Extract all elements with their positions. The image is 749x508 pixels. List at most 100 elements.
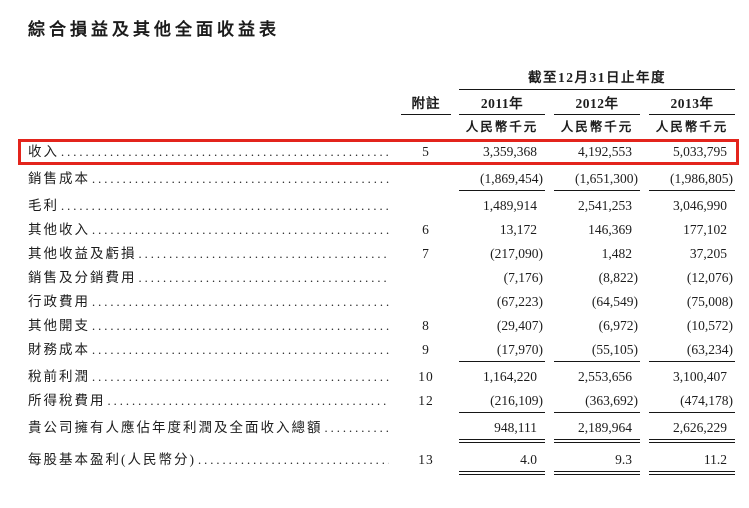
row-value-2011: (216,109) bbox=[459, 389, 545, 413]
table-header-years-row: 附註 2011年 2012年 2013年 bbox=[28, 96, 735, 115]
row-note: 5 bbox=[422, 144, 430, 159]
row-value-2013: 11.2 bbox=[649, 448, 735, 475]
row-value-2012: (6,972) bbox=[598, 318, 638, 333]
row-label-cell: 其他收益及虧損 ................................… bbox=[28, 242, 401, 266]
row-label: 其他收入 bbox=[28, 222, 90, 237]
table-row: 其他收益及虧損 ................................… bbox=[28, 242, 735, 266]
row-value-2011: 3,359,368 bbox=[483, 144, 537, 159]
row-label-cell: 貴公司擁有人應佔年度利潤及全面收入總額 ....................… bbox=[28, 416, 401, 440]
row-label: 其他開支 bbox=[28, 318, 90, 333]
row-value-2011: 4.0 bbox=[459, 448, 545, 475]
dot-leader: ........................................… bbox=[61, 199, 389, 213]
table-row: 其他開支 ...................................… bbox=[28, 314, 735, 338]
dot-leader: ........................................… bbox=[92, 343, 389, 357]
row-value-2012: 2,541,253 bbox=[578, 198, 632, 213]
row-label-cell: 行政費用 ...................................… bbox=[28, 290, 401, 314]
dot-leader: ........................................… bbox=[61, 145, 389, 159]
row-value-2012: 2,553,656 bbox=[578, 369, 632, 384]
table-header-units-row: 人民幣千元 人民幣千元 人民幣千元 bbox=[28, 120, 735, 135]
row-label-cell: 每股基本盈利(人民幣分) ...........................… bbox=[28, 448, 401, 472]
row-value-2012: (363,692) bbox=[554, 389, 640, 413]
row-value-2013: (10,572) bbox=[686, 318, 733, 333]
row-label: 銷售成本 bbox=[28, 171, 90, 186]
table-row: 行政費用 ...................................… bbox=[28, 290, 735, 314]
dot-leader: ........................................… bbox=[92, 295, 389, 309]
page-title: 綜合損益及其他全面收益表 bbox=[28, 20, 280, 39]
row-label-cell: 銷售及分銷費用 ................................… bbox=[28, 266, 401, 290]
row-label: 行政費用 bbox=[28, 294, 90, 309]
row-label: 每股基本盈利(人民幣分) bbox=[28, 452, 196, 467]
row-note: 9 bbox=[422, 342, 430, 357]
dot-leader: ........................................… bbox=[198, 453, 389, 467]
unit-label-2012: 人民幣千元 bbox=[560, 120, 634, 134]
row-label-cell: 其他開支 ...................................… bbox=[28, 314, 401, 338]
row-note: 12 bbox=[418, 393, 434, 408]
row-value-2011: 1,489,914 bbox=[483, 198, 537, 213]
row-value-2011: 13,172 bbox=[499, 222, 537, 237]
table-row: 稅前利潤 ...................................… bbox=[28, 365, 735, 389]
dot-leader: ........................................… bbox=[107, 394, 390, 408]
row-value-2011: (17,970) bbox=[459, 338, 545, 362]
row-value-2011: (29,407) bbox=[496, 318, 543, 333]
row-label: 財務成本 bbox=[28, 342, 90, 357]
row-label: 稅前利潤 bbox=[28, 369, 90, 384]
table-row: 每股基本盈利(人民幣分) ...........................… bbox=[28, 448, 735, 475]
row-value-2013: (75,008) bbox=[686, 294, 733, 309]
table-row: 銷售成本 ...................................… bbox=[28, 167, 735, 191]
table-row: 貴公司擁有人應佔年度利潤及全面收入總額 ....................… bbox=[28, 416, 735, 443]
row-value-2012: 4,192,553 bbox=[578, 144, 632, 159]
table-row-highlighted: 收入 .....................................… bbox=[18, 139, 739, 165]
year-header-2013: 2013年 bbox=[649, 96, 735, 115]
year-header-2012: 2012年 bbox=[554, 96, 640, 115]
row-value-2011: (67,223) bbox=[496, 294, 543, 309]
row-note: 7 bbox=[422, 246, 430, 261]
row-value-2013: (12,076) bbox=[686, 270, 733, 285]
row-value-2012: (64,549) bbox=[591, 294, 638, 309]
row-value-2011: (217,090) bbox=[490, 246, 543, 261]
dot-leader: ........................................… bbox=[92, 223, 389, 237]
table-header-period-row: 截至12月31日止年度 bbox=[28, 70, 735, 90]
row-value-2013: 177,102 bbox=[683, 222, 727, 237]
row-value-2013: 3,046,990 bbox=[673, 198, 727, 213]
row-label-cell: 所得稅費用 ..................................… bbox=[28, 389, 401, 413]
row-label: 貴公司擁有人應佔年度利潤及全面收入總額 bbox=[28, 420, 323, 435]
row-value-2012: 1,482 bbox=[601, 246, 632, 261]
row-value-2012: (1,651,300) bbox=[554, 167, 640, 191]
row-label: 收入 bbox=[28, 144, 59, 159]
row-note: 6 bbox=[422, 222, 430, 237]
table-row: 財務成本 ...................................… bbox=[28, 338, 735, 362]
row-label-cell: 其他收入 ...................................… bbox=[28, 218, 401, 242]
row-value-2013: 5,033,795 bbox=[673, 144, 727, 159]
row-value-2011: (1,869,454) bbox=[459, 167, 545, 191]
row-value-2012: (8,822) bbox=[598, 270, 638, 285]
row-value-2011: (7,176) bbox=[503, 270, 543, 285]
row-value-2012: 146,369 bbox=[588, 222, 632, 237]
dot-leader: ........................................… bbox=[324, 421, 390, 435]
row-value-2013: 37,205 bbox=[689, 246, 727, 261]
table-row: 銷售及分銷費用 ................................… bbox=[28, 266, 735, 290]
row-note: 10 bbox=[418, 369, 434, 384]
row-label-cell: 稅前利潤 ...................................… bbox=[28, 365, 401, 389]
table-row: 其他收入 ...................................… bbox=[28, 218, 735, 242]
row-note: 8 bbox=[422, 318, 430, 333]
note-column-header: 附註 bbox=[401, 96, 451, 115]
dot-leader: ........................................… bbox=[92, 319, 389, 333]
row-value-2013: (1,986,805) bbox=[649, 167, 735, 191]
row-value-2013: 3,100,407 bbox=[673, 369, 727, 384]
year-header-2011: 2011年 bbox=[459, 96, 545, 115]
row-label-cell: 收入 .....................................… bbox=[28, 142, 401, 162]
row-value-2012: (55,105) bbox=[554, 338, 640, 362]
unit-label-2013: 人民幣千元 bbox=[655, 120, 729, 134]
row-label: 毛利 bbox=[28, 198, 59, 213]
row-label: 所得稅費用 bbox=[28, 393, 106, 408]
row-value-2013: (63,234) bbox=[649, 338, 735, 362]
row-value-2013: (474,178) bbox=[649, 389, 735, 413]
table-body: 收入 .....................................… bbox=[18, 139, 739, 475]
period-header: 截至12月31日止年度 bbox=[459, 70, 735, 90]
income-statement-table: 截至12月31日止年度 附註 2011年 2012年 2013年 人民幣千元 人… bbox=[18, 70, 739, 475]
row-value-2011: 948,111 bbox=[459, 416, 545, 443]
row-label-cell: 銷售成本 ...................................… bbox=[28, 167, 401, 191]
row-label-cell: 財務成本 ...................................… bbox=[28, 338, 401, 362]
row-value-2011: 1,164,220 bbox=[483, 369, 537, 384]
row-label-cell: 毛利 .....................................… bbox=[28, 194, 401, 218]
